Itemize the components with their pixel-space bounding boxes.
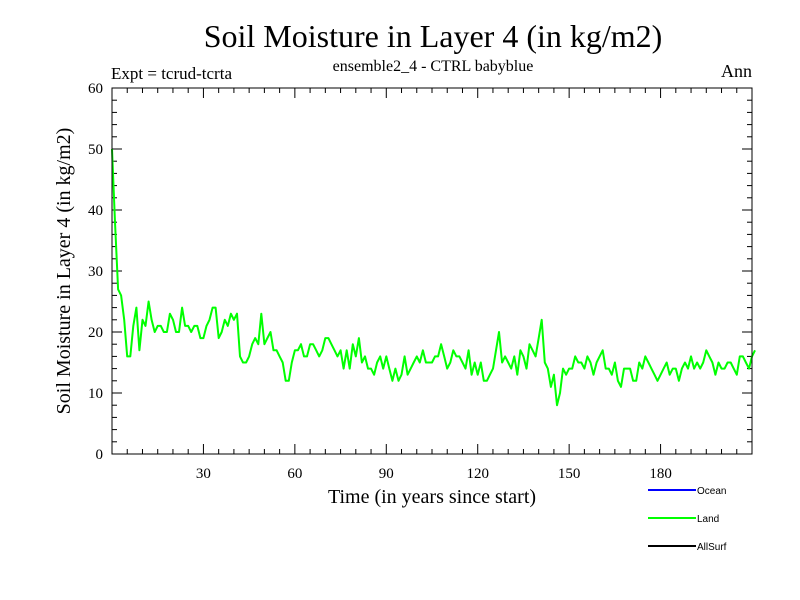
x-tick-label: 60 <box>287 466 302 482</box>
series-lines <box>111 148 756 407</box>
experiment-label: Expt = tcrud-tcrta <box>111 64 232 83</box>
y-axis-label: Soil Moisture in Layer 4 (in kg/m2) <box>53 128 75 415</box>
y-tick-label: 10 <box>88 386 103 402</box>
y-tick-label: 40 <box>88 203 103 219</box>
y-tick-label: 20 <box>88 325 103 341</box>
x-tick-label: 150 <box>558 466 581 482</box>
x-tick-label: 90 <box>379 466 394 482</box>
y-axis-tick-labels: 0 10 20 30 40 50 60 <box>88 81 103 463</box>
y-axis-ticks <box>112 99 752 443</box>
y-tick-label: 30 <box>88 264 103 280</box>
y-tick-label: 0 <box>96 447 104 463</box>
chart-title: Soil Moisture in Layer 4 (in kg/m2) <box>204 18 663 54</box>
legend-label-ocean: Ocean <box>697 486 726 497</box>
legend-label-land: Land <box>697 514 719 525</box>
y-tick-label: 60 <box>88 81 103 97</box>
x-tick-label: 30 <box>196 466 211 482</box>
x-axis-tick-labels: 30 60 90 120 150 180 <box>196 466 672 482</box>
x-tick-label: 180 <box>649 466 672 482</box>
legend-label-allsurf: AllSurf <box>697 542 727 553</box>
x-tick-label: 120 <box>466 466 489 482</box>
legend: Ocean Land AllSurf <box>648 486 727 553</box>
x-axis-ticks <box>126 88 738 454</box>
season-label: Ann <box>721 61 752 81</box>
x-axis-label: Time (in years since start) <box>328 486 536 508</box>
y-tick-label: 50 <box>88 142 103 158</box>
plot-frame <box>111 87 753 455</box>
series-line-land <box>111 148 756 407</box>
chart-subtitle: ensemble2_4 - CTRL babyblue <box>333 58 534 75</box>
